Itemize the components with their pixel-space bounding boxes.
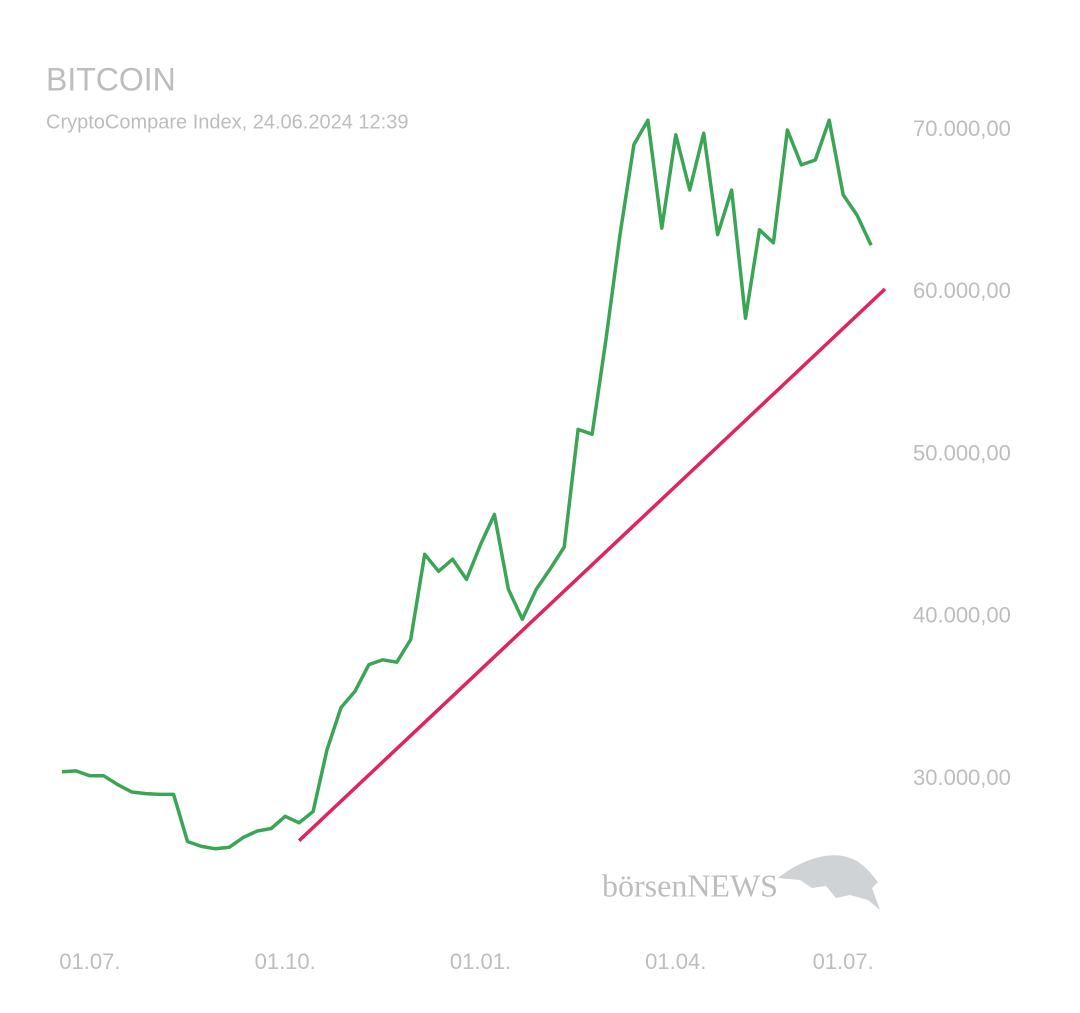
x-tick-label: 01.07.: [59, 949, 120, 974]
x-tick-label: 01.01.: [450, 949, 511, 974]
x-tick-label: 01.10.: [255, 949, 316, 974]
y-tick-label: 30.000,00: [913, 765, 1011, 790]
y-tick-label: 40.000,00: [913, 603, 1011, 628]
chart-title: BITCOIN: [46, 61, 176, 97]
y-tick-label: 60.000,00: [913, 278, 1011, 303]
y-tick-label: 70.000,00: [913, 116, 1011, 141]
x-tick-label: 01.04.: [645, 949, 706, 974]
line-series: [61, 118, 873, 851]
chart-subtitle: CryptoCompare Index, 24.06.2024 12:39: [46, 111, 408, 133]
watermark: börsenNEWS: [602, 867, 778, 903]
watermark-bull: [778, 855, 880, 910]
line-series: [297, 287, 887, 842]
y-tick-label: 50.000,00: [913, 440, 1011, 465]
x-tick-label: 01.07.: [813, 949, 874, 974]
